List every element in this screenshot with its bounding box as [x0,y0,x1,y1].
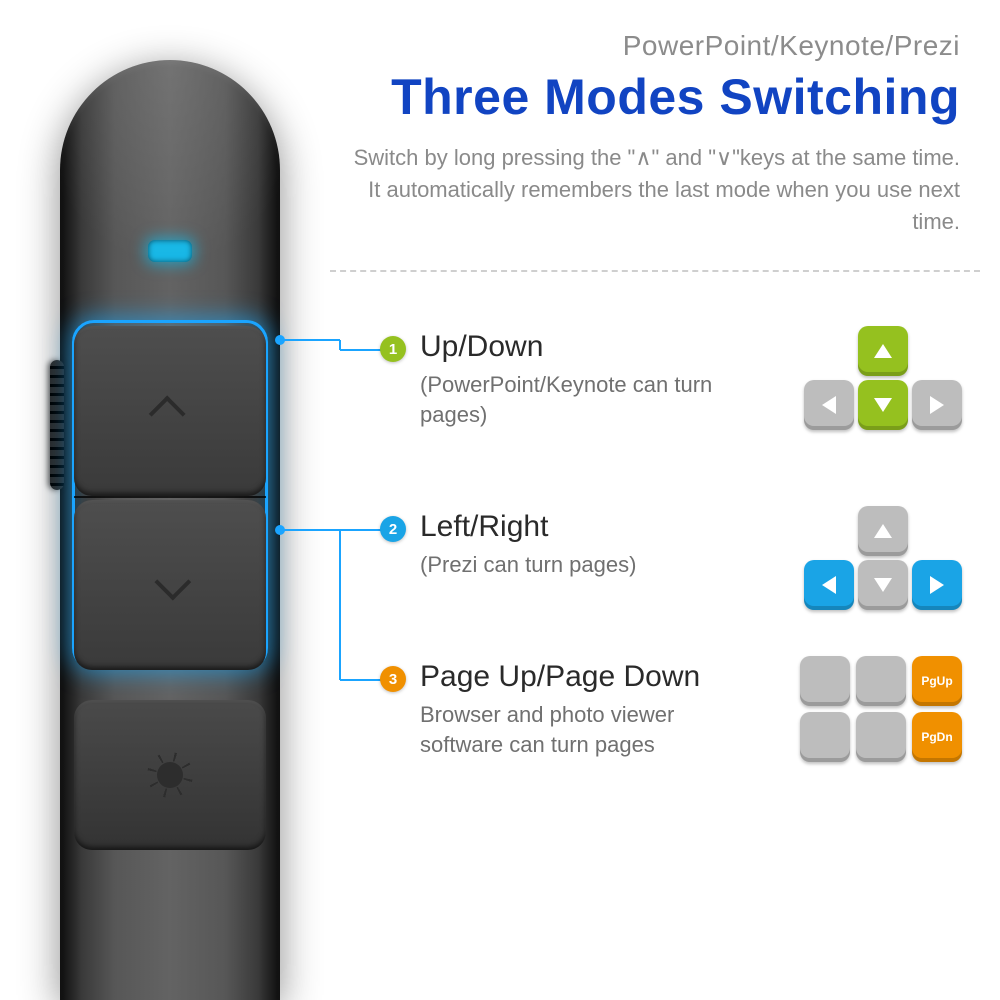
key-right [912,380,962,430]
key-pgdn: PgDn [912,712,962,762]
key-cluster-3: PgUp PgDn [800,656,970,766]
key-up [858,326,908,376]
key-cluster-1 [800,326,970,436]
led-indicator [148,240,192,262]
side-scroll-wheel [50,360,64,490]
mode-badge-3: 3 [380,666,406,692]
key-cluster-2 [800,506,970,616]
mode-badge-1: 1 [380,336,406,362]
brightness-icon [157,762,183,788]
chevron-down-icon [154,564,191,601]
arrow-right-icon [930,576,944,594]
remote-laser-button [74,700,266,850]
mode-badge-2: 2 [380,516,406,542]
mode-title-1: Up/Down [420,330,760,364]
mode-text-2: Left/Right (Prezi can turn pages) [420,510,760,580]
remote-down-button [74,500,266,670]
key-up [858,506,908,556]
header-title: Three Modes Switching [340,68,960,126]
mode-row-2: 2 Left/Right (Prezi can turn pages) [380,510,970,580]
mode-row-1: 1 Up/Down (PowerPoint/Keynote can turn p… [380,330,970,429]
key-pgup: PgUp [912,656,962,706]
key-left [804,560,854,610]
mode-sub-1: (PowerPoint/Keynote can turn pages) [420,370,760,429]
header-subtitle: PowerPoint/Keynote/Prezi [340,30,960,62]
mode-text-1: Up/Down (PowerPoint/Keynote can turn pag… [420,330,760,429]
arrow-left-icon [822,396,836,414]
header-description: Switch by long pressing the "∧" and "∨"k… [340,142,960,238]
arrow-down-icon [874,398,892,412]
mode-sub-3: Browser and photo viewer software can tu… [420,700,760,759]
mode-title-3: Page Up/Page Down [420,660,760,694]
key-down [858,560,908,610]
mode-row-3: 3 Page Up/Page Down Browser and photo vi… [380,660,970,759]
key-down [858,380,908,430]
button-divider [74,496,266,498]
arrow-right-icon [930,396,944,414]
header-block: PowerPoint/Keynote/Prezi Three Modes Swi… [340,30,960,238]
arrow-up-icon [874,344,892,358]
key-a [800,656,850,706]
arrow-up-icon [874,524,892,538]
arrow-left-icon [822,576,836,594]
key-left [804,380,854,430]
divider-dashed [330,270,980,272]
mode-sub-2: (Prezi can turn pages) [420,550,760,580]
remote-up-button [74,326,266,496]
key-c [800,712,850,762]
key-d [856,712,906,762]
key-right [912,560,962,610]
mode-title-2: Left/Right [420,510,760,544]
presenter-remote [60,60,280,1000]
chevron-up-icon [149,395,186,432]
mode-text-3: Page Up/Page Down Browser and photo view… [420,660,760,759]
key-b [856,656,906,706]
arrow-down-icon [874,578,892,592]
